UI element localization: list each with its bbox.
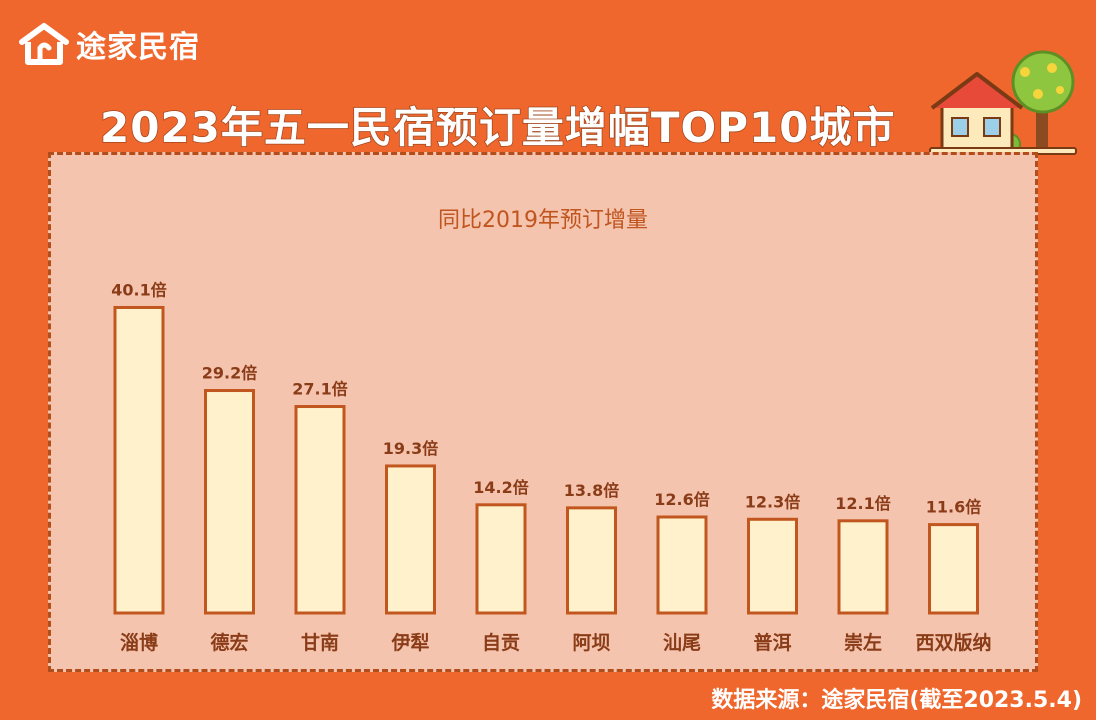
data-label-4: 19.3倍 xyxy=(383,439,438,458)
category-label-3: 甘南 xyxy=(301,632,339,654)
data-label-3: 27.1倍 xyxy=(292,380,347,399)
data-label-2: 29.2倍 xyxy=(202,364,257,383)
data-label-5: 14.2倍 xyxy=(473,478,528,497)
data-source: 数据来源：途家民宿(截至2023.5.4) xyxy=(711,688,1082,713)
category-label-4: 伊犁 xyxy=(390,631,429,654)
page-title: 2023年五一民宿预订量增幅TOP10城市 xyxy=(99,102,896,153)
brand-name: 途家民宿 xyxy=(76,30,200,65)
category-label-5: 自贡 xyxy=(482,631,520,654)
brand-logo: 途家民宿 xyxy=(18,22,200,66)
bar-3 xyxy=(294,405,346,615)
category-label-7: 汕尾 xyxy=(663,632,701,654)
bar-7 xyxy=(656,515,708,615)
data-label-6: 13.8倍 xyxy=(564,481,619,500)
bar-2 xyxy=(204,389,255,615)
bar-6 xyxy=(566,506,617,615)
bar-10 xyxy=(928,523,979,615)
bar-4 xyxy=(385,464,436,615)
data-label-1: 40.1倍 xyxy=(111,280,166,299)
data-label-8: 12.3倍 xyxy=(745,492,800,511)
bar-8 xyxy=(747,517,798,615)
bar-1 xyxy=(113,305,165,615)
chart-panel: 同比2019年预订增量 40.1倍淄博 29.2倍德宏 27.1倍甘南 19.3倍伊犁… xyxy=(48,152,1038,672)
category-label-9: 崇左 xyxy=(844,631,882,654)
bar-9 xyxy=(837,519,889,615)
category-label-8: 普洱 xyxy=(753,631,791,654)
chart-title: 同比2019年预订增量 xyxy=(438,208,648,233)
category-label-6: 阿坝 xyxy=(572,632,610,654)
category-label-1: 淄博 xyxy=(120,631,158,654)
category-label-2: 德宏 xyxy=(210,631,248,654)
bar-5 xyxy=(475,503,527,615)
category-label-10: 西双版纳 xyxy=(915,631,991,654)
data-label-7: 12.6倍 xyxy=(654,490,709,509)
data-label-10: 11.6倍 xyxy=(926,498,981,517)
house-logo-icon xyxy=(19,23,69,65)
house-tree-illustration xyxy=(929,50,1077,155)
data-label-9: 12.1倍 xyxy=(835,494,890,513)
